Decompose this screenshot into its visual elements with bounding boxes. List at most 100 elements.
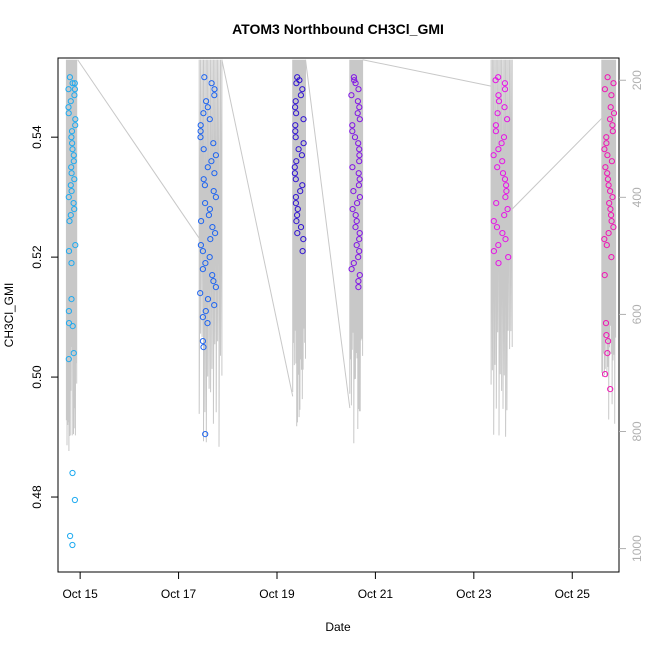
y-tick-label: 0.52 (30, 245, 44, 269)
data-point (65, 320, 73, 327)
data-point (72, 116, 79, 123)
data-point (355, 170, 362, 177)
data-point (212, 194, 219, 201)
data-point (609, 194, 616, 201)
data-point (353, 242, 360, 249)
data-point (356, 116, 363, 123)
altitude-trace (198, 59, 223, 447)
data-point (601, 236, 608, 243)
data-point (351, 134, 359, 141)
data-point (499, 158, 506, 165)
altitude-lines-layer (65, 59, 617, 452)
data-point (356, 158, 363, 165)
data-point (354, 98, 361, 105)
data-point (300, 116, 307, 123)
altitude-trace (490, 59, 513, 437)
data-point (211, 170, 218, 177)
data-point (501, 212, 508, 219)
data-point (495, 98, 503, 105)
data-point (202, 260, 209, 267)
x-tick-label: Oct 25 (555, 587, 591, 601)
data-point (490, 152, 497, 159)
data-point (610, 224, 617, 231)
data-point (299, 86, 306, 93)
data-point (607, 206, 614, 213)
data-point (500, 134, 508, 141)
data-point (65, 308, 73, 315)
data-point (65, 248, 73, 255)
data-point (356, 248, 363, 255)
data-point (197, 242, 204, 249)
data-point (356, 236, 363, 243)
data-point (297, 92, 304, 99)
data-point (354, 200, 361, 207)
data-point (202, 431, 209, 438)
x-tick-label: Oct 23 (456, 587, 492, 601)
data-point (204, 296, 212, 303)
data-point (212, 230, 219, 237)
data-point (492, 77, 499, 84)
data-point (602, 371, 609, 378)
data-point (604, 176, 612, 183)
transit-line (305, 59, 351, 409)
data-point (208, 80, 215, 87)
y-tick-label: 0.48 (30, 485, 44, 509)
data-point (356, 272, 363, 279)
data-point (69, 80, 76, 87)
data-point (199, 266, 206, 273)
data-point (212, 152, 219, 159)
data-point (350, 188, 357, 195)
data-point (495, 242, 502, 249)
data-point (197, 290, 204, 297)
data-point (67, 98, 74, 105)
data-point (292, 176, 299, 183)
transit-line (77, 59, 200, 239)
data-point (609, 128, 616, 135)
data-point (293, 110, 300, 117)
data-point (603, 332, 610, 339)
data-point (607, 386, 614, 393)
data-point (355, 284, 362, 291)
data-point (606, 200, 613, 207)
data-point (293, 80, 300, 87)
data-point (356, 194, 363, 201)
data-point (210, 188, 217, 195)
data-point (356, 230, 363, 237)
data-point (490, 218, 497, 225)
y2-tick-label: 200 (630, 70, 644, 90)
data-point (293, 218, 300, 225)
data-point (69, 140, 76, 147)
data-point (198, 218, 205, 225)
data-point (291, 170, 298, 177)
data-point (492, 128, 499, 135)
data-point (210, 278, 217, 285)
data-point (65, 356, 72, 363)
data-point (504, 116, 511, 123)
data-point (604, 350, 611, 357)
data-point (200, 176, 207, 183)
data-point (69, 541, 76, 549)
data-point (202, 200, 209, 207)
y2-tick-label: 600 (630, 304, 644, 324)
data-point (71, 86, 79, 93)
data-point (608, 212, 615, 219)
data-point (206, 116, 213, 123)
data-point (200, 146, 207, 153)
data-point (199, 338, 206, 345)
data-point (207, 236, 214, 243)
data-point (609, 122, 616, 129)
data-point (295, 146, 302, 153)
data-point (206, 206, 213, 213)
data-point (211, 86, 218, 93)
data-point (66, 218, 73, 225)
data-point (604, 74, 611, 81)
y-tick-label: 0.50 (30, 365, 44, 389)
data-point (607, 104, 614, 111)
data-point (495, 146, 502, 153)
data-point (204, 164, 211, 171)
data-point (68, 128, 76, 135)
data-point (606, 116, 614, 123)
data-point (601, 272, 608, 279)
data-point (355, 140, 362, 147)
